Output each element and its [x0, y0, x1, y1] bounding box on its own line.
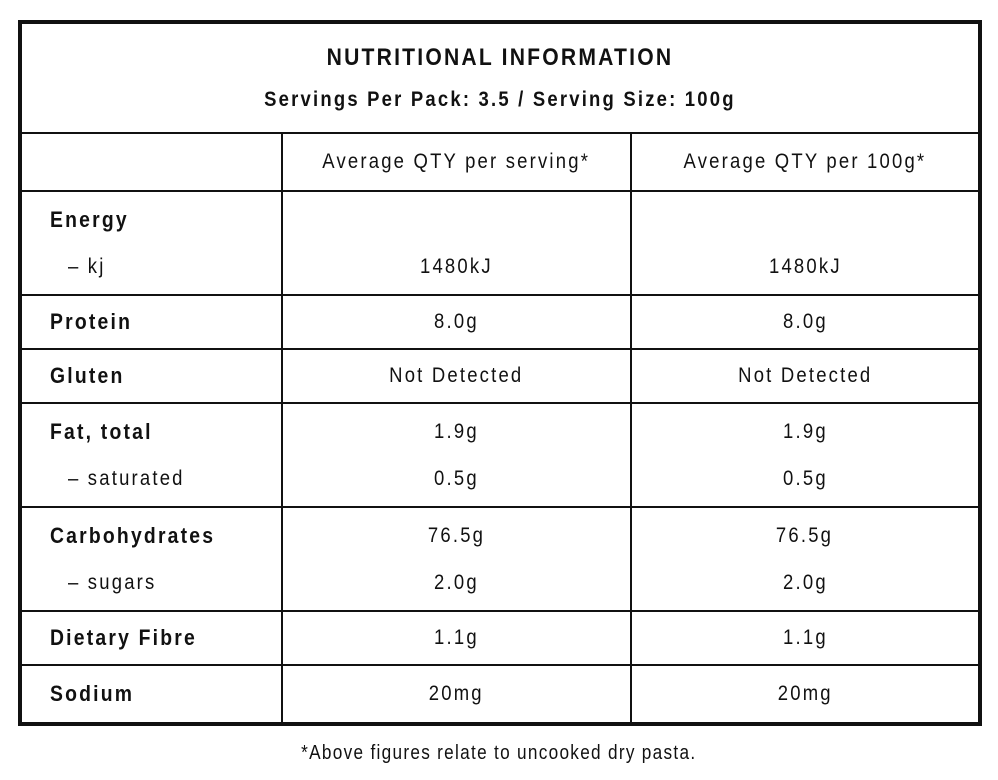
value-per100-sub: 2.0g — [782, 571, 828, 594]
footnote: *Above figures relate to uncooked dry pa… — [0, 742, 998, 765]
value-serving: 76.5g — [427, 524, 486, 547]
row-label-cell: Energy – kj — [19, 190, 283, 296]
value-per100: 1.9g — [782, 420, 828, 443]
column-header-empty — [19, 132, 283, 192]
value-cell-per100: 8.0g — [629, 294, 982, 350]
table-title-block: NUTRITIONAL INFORMATION Servings Per Pac… — [18, 21, 982, 134]
value-per100: 8.0g — [782, 310, 828, 333]
value-per100: 20mg — [777, 682, 833, 705]
value-cell-serving: 1480kJ — [281, 190, 632, 296]
value-cell-per100: 20mg — [629, 664, 982, 725]
value-per100: 1.1g — [782, 626, 828, 649]
column-header-per100: Average QTY per 100g* — [629, 132, 982, 192]
value-cell-serving: 20mg — [281, 664, 632, 725]
row-label-cell: Sodium — [19, 664, 283, 725]
value-serving: 8.0g — [434, 310, 479, 333]
table-row-carbohydrates: Carbohydrates – sugars 76.5g 2.0g 76.5g … — [19, 506, 982, 612]
table-row-energy: Energy – kj 1480kJ 1480kJ — [19, 190, 982, 296]
page-title: NUTRITIONAL INFORMATION — [22, 44, 978, 72]
value-serving: 1.1g — [434, 626, 479, 649]
table-row-gluten: Gluten Not Detected Not Detected — [19, 348, 982, 404]
column-header-serving-text: Average QTY per serving* — [322, 150, 591, 173]
value-per100: Not Detected — [737, 364, 873, 387]
row-label: Carbohydrates — [50, 523, 216, 548]
table-row-sodium: Sodium 20mg 20mg — [19, 664, 982, 725]
row-label: Energy — [50, 207, 129, 232]
value-serving: 1.9g — [434, 420, 479, 443]
row-label-cell: Dietary Fibre — [19, 610, 283, 666]
value-per100-sub: 1480kJ — [768, 255, 842, 278]
title-cell: NUTRITIONAL INFORMATION Servings Per Pac… — [18, 21, 982, 134]
footnote-text: *Above figures relate to uncooked dry pa… — [301, 742, 697, 764]
value-serving-sub: 0.5g — [434, 467, 479, 490]
value-cell-per100: 1.1g — [629, 610, 982, 666]
value-cell-serving: 76.5g 2.0g — [281, 506, 632, 612]
serving-info: Servings Per Pack: 3.5 / Serving Size: 1… — [22, 88, 978, 112]
value-per100-sub: 0.5g — [782, 467, 828, 490]
table-row-dietary-fibre: Dietary Fibre 1.1g 1.1g — [19, 610, 982, 666]
table-row-protein: Protein 8.0g 8.0g — [19, 294, 982, 350]
row-sublabel: – saturated — [68, 467, 185, 490]
column-header-row: Average QTY per serving* Average QTY per… — [19, 132, 982, 192]
row-label-cell: Protein — [19, 294, 283, 350]
serving-info-text: Servings Per Pack: 3.5 / Serving Size: 1… — [264, 88, 736, 111]
value-cell-serving: 1.1g — [281, 610, 632, 666]
column-header-per100-text: Average QTY per 100g* — [683, 150, 927, 173]
table-row-fat: Fat, total – saturated 1.9g 0.5g 1.9g 0.… — [19, 402, 982, 508]
value-cell-serving: 1.9g 0.5g — [281, 402, 632, 508]
row-label-cell: Carbohydrates – sugars — [19, 506, 283, 612]
row-sublabel: – sugars — [68, 571, 157, 594]
row-label: Sodium — [50, 681, 135, 706]
value-cell-serving: Not Detected — [281, 348, 632, 404]
row-label-cell: Gluten — [19, 348, 283, 404]
nutrition-table: NUTRITIONAL INFORMATION Servings Per Pac… — [18, 20, 983, 726]
column-header-serving: Average QTY per serving* — [281, 132, 632, 192]
value-serving: 20mg — [428, 682, 485, 705]
value-cell-serving: 8.0g — [281, 294, 632, 350]
value-serving-sub: 1480kJ — [420, 255, 493, 278]
row-label-cell: Fat, total – saturated — [19, 402, 283, 508]
row-label: Gluten — [50, 363, 125, 388]
value-cell-per100: 1.9g 0.5g — [629, 402, 982, 508]
value-serving-sub: 2.0g — [434, 571, 479, 594]
value-cell-per100: Not Detected — [629, 348, 982, 404]
page-title-text: NUTRITIONAL INFORMATION — [326, 44, 674, 71]
row-sublabel: – kj — [68, 255, 106, 278]
value-cell-per100: 76.5g 2.0g — [629, 506, 982, 612]
value-cell-per100: 1480kJ — [629, 190, 982, 296]
value-serving: Not Detected — [389, 364, 524, 387]
row-label: Protein — [50, 309, 133, 334]
value-per100: 76.5g — [776, 524, 834, 547]
row-label: Fat, total — [50, 419, 153, 444]
row-label: Dietary Fibre — [50, 625, 197, 650]
